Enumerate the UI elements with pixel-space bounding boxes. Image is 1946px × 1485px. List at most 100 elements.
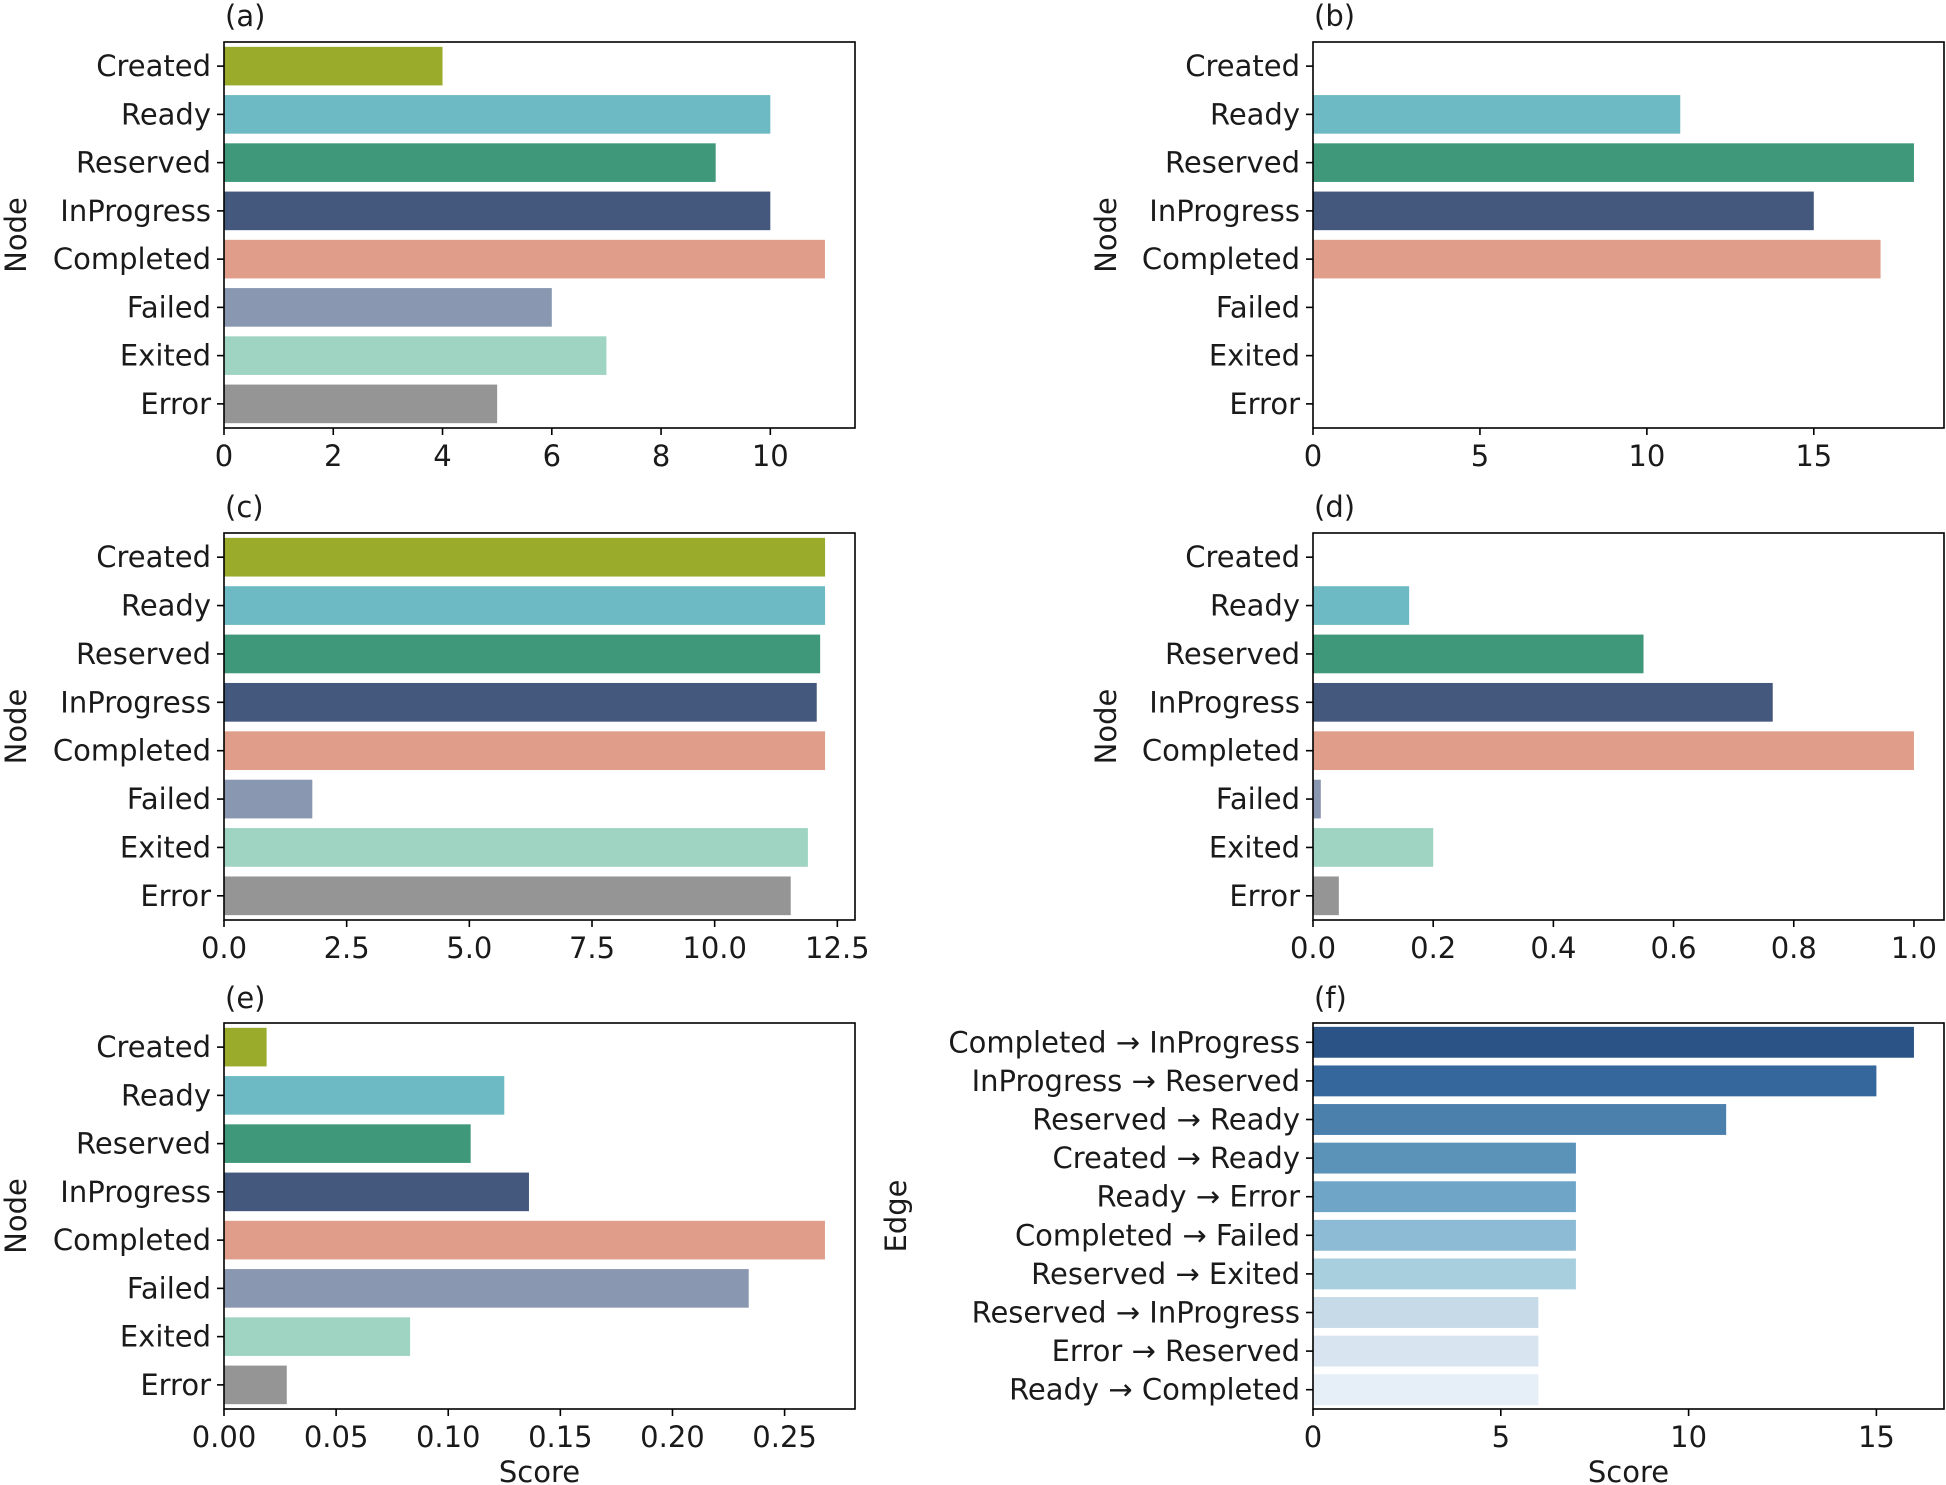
panel-c: (c) Created Ready Reserved InProgress Complet…	[0, 490, 870, 965]
x-tick-label: 5.0	[446, 931, 492, 965]
panel-label: (a)	[225, 0, 265, 33]
x-tick-label: 0.25	[752, 1420, 817, 1454]
category-label: InProgress	[60, 194, 211, 228]
category-label: Exited	[1209, 339, 1300, 373]
bar	[224, 586, 826, 625]
category-label: Completed	[1142, 734, 1300, 768]
panel-b: (b) Created Ready Reserved InProgress Complet…	[1089, 0, 1945, 473]
panel-d: (d) Created Ready Reserved InProgress Complet…	[1089, 490, 1945, 965]
x-tick-label: 0.6	[1651, 931, 1697, 965]
category-label: Exited	[120, 339, 211, 373]
bar	[1313, 682, 1773, 722]
bar	[1313, 731, 1914, 771]
bar	[224, 143, 716, 182]
category-label: Reserved	[76, 637, 211, 671]
category-label: Ready	[121, 1078, 211, 1112]
bar	[224, 731, 826, 771]
category-label: Ready	[1210, 589, 1300, 623]
bar	[224, 1220, 825, 1260]
category-label: Exited	[120, 1320, 211, 1354]
bar	[1313, 1219, 1576, 1251]
y-axis-title: Node	[0, 689, 33, 765]
category-label: InProgress	[1149, 194, 1300, 228]
category-label: Reserved	[76, 1127, 211, 1161]
category-label: Created	[1185, 540, 1300, 574]
bar	[224, 191, 771, 231]
panel-f: (f) Completed → InProgress InProgress → Re…	[879, 981, 1945, 1485]
panel-label: (f)	[1314, 981, 1347, 1015]
x-tick-label: 10	[752, 439, 789, 473]
category-label: Failed	[1216, 290, 1300, 324]
category-label: Exited	[1209, 830, 1300, 864]
x-tick-label: 8	[652, 439, 670, 473]
bar	[224, 1317, 411, 1356]
category-label: Failed	[127, 1271, 211, 1305]
category-label: Exited	[120, 830, 211, 864]
category-label: Created	[1185, 49, 1300, 83]
category-label: Error	[140, 387, 211, 421]
bar	[1313, 586, 1410, 625]
panel-label: (b)	[1314, 0, 1355, 33]
category-label: InProgress	[60, 1175, 211, 1209]
x-tick-label: 5	[1471, 439, 1489, 473]
bar	[1313, 95, 1681, 134]
category-label: Failed	[1216, 782, 1300, 816]
bar	[1313, 1258, 1576, 1290]
bar	[224, 634, 821, 674]
x-tick-label: 0.8	[1771, 931, 1817, 965]
bar	[224, 828, 808, 867]
bar	[1313, 1297, 1539, 1328]
bar	[1313, 1374, 1539, 1406]
panel-e: (e) Created Ready Reserved InProgress Complet…	[0, 981, 856, 1485]
category-label: InProgress	[1149, 685, 1300, 719]
axes-frame	[1312, 532, 1945, 921]
bar	[224, 1027, 267, 1067]
panel-label: (c)	[225, 490, 264, 524]
bar	[1313, 1065, 1877, 1097]
category-label: Created	[96, 540, 211, 574]
x-tick-label: 4	[433, 439, 451, 473]
bar	[224, 46, 443, 86]
category-label: Completed	[53, 242, 211, 276]
axes-frame	[1312, 41, 1945, 429]
bar	[224, 239, 825, 279]
x-tick-label: 0	[1304, 1420, 1322, 1454]
category-label: Error	[1229, 879, 1300, 913]
x-tick-label: 10	[1670, 1420, 1707, 1454]
category-label: Completed	[53, 1223, 211, 1257]
bar	[1313, 779, 1321, 819]
bar	[224, 95, 771, 134]
category-label: Error → Reserved	[1052, 1334, 1300, 1368]
category-label: Failed	[127, 782, 211, 816]
bar	[224, 288, 552, 327]
x-tick-label: 0	[1304, 439, 1322, 473]
axes-frame	[223, 1022, 856, 1410]
bar	[224, 1365, 287, 1405]
bar	[224, 1124, 471, 1163]
category-label: Created	[96, 49, 211, 83]
y-axis-title: Node	[0, 1178, 33, 1254]
y-axis-title: Node	[0, 197, 33, 273]
category-label: Created	[96, 1030, 211, 1064]
bar	[1313, 634, 1644, 674]
bar	[224, 1076, 505, 1115]
x-tick-label: 5	[1492, 1420, 1510, 1454]
x-tick-label: 10.0	[682, 931, 747, 965]
x-tick-label: 2	[324, 439, 342, 473]
bar	[1313, 876, 1339, 916]
category-label: Ready → Error	[1097, 1180, 1301, 1214]
axes-frame	[1312, 1022, 1945, 1410]
bar	[1313, 239, 1881, 279]
x-tick-label: 0.10	[416, 1420, 481, 1454]
x-axis-title: Score	[499, 1455, 580, 1485]
bar	[1313, 828, 1434, 867]
bar	[1313, 191, 1814, 231]
x-axis-title: Score	[1588, 1455, 1669, 1485]
x-tick-label: 12.5	[805, 931, 870, 965]
y-axis-title: Edge	[879, 1180, 913, 1253]
x-tick-label: 0.2	[1410, 931, 1456, 965]
category-label: Reserved	[1165, 637, 1300, 671]
x-tick-label: 7.5	[569, 931, 615, 965]
bar	[224, 1269, 749, 1308]
x-tick-label: 0.15	[528, 1420, 593, 1454]
